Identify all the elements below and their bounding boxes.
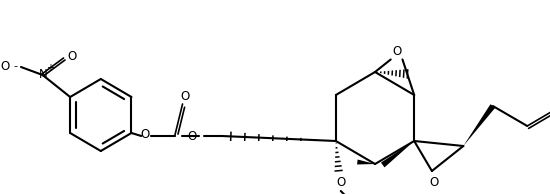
Text: O: O [336, 176, 345, 189]
Polygon shape [381, 141, 414, 167]
Polygon shape [463, 104, 495, 146]
Text: O: O [429, 177, 438, 190]
Text: -: - [13, 61, 17, 71]
Text: O: O [0, 60, 9, 73]
Polygon shape [357, 159, 375, 165]
Text: N: N [39, 68, 48, 81]
Text: O: O [188, 130, 197, 143]
Text: +: + [47, 63, 54, 73]
Text: O: O [68, 49, 77, 62]
Text: O: O [180, 90, 189, 104]
Text: O: O [141, 128, 150, 141]
Text: O: O [392, 45, 401, 58]
